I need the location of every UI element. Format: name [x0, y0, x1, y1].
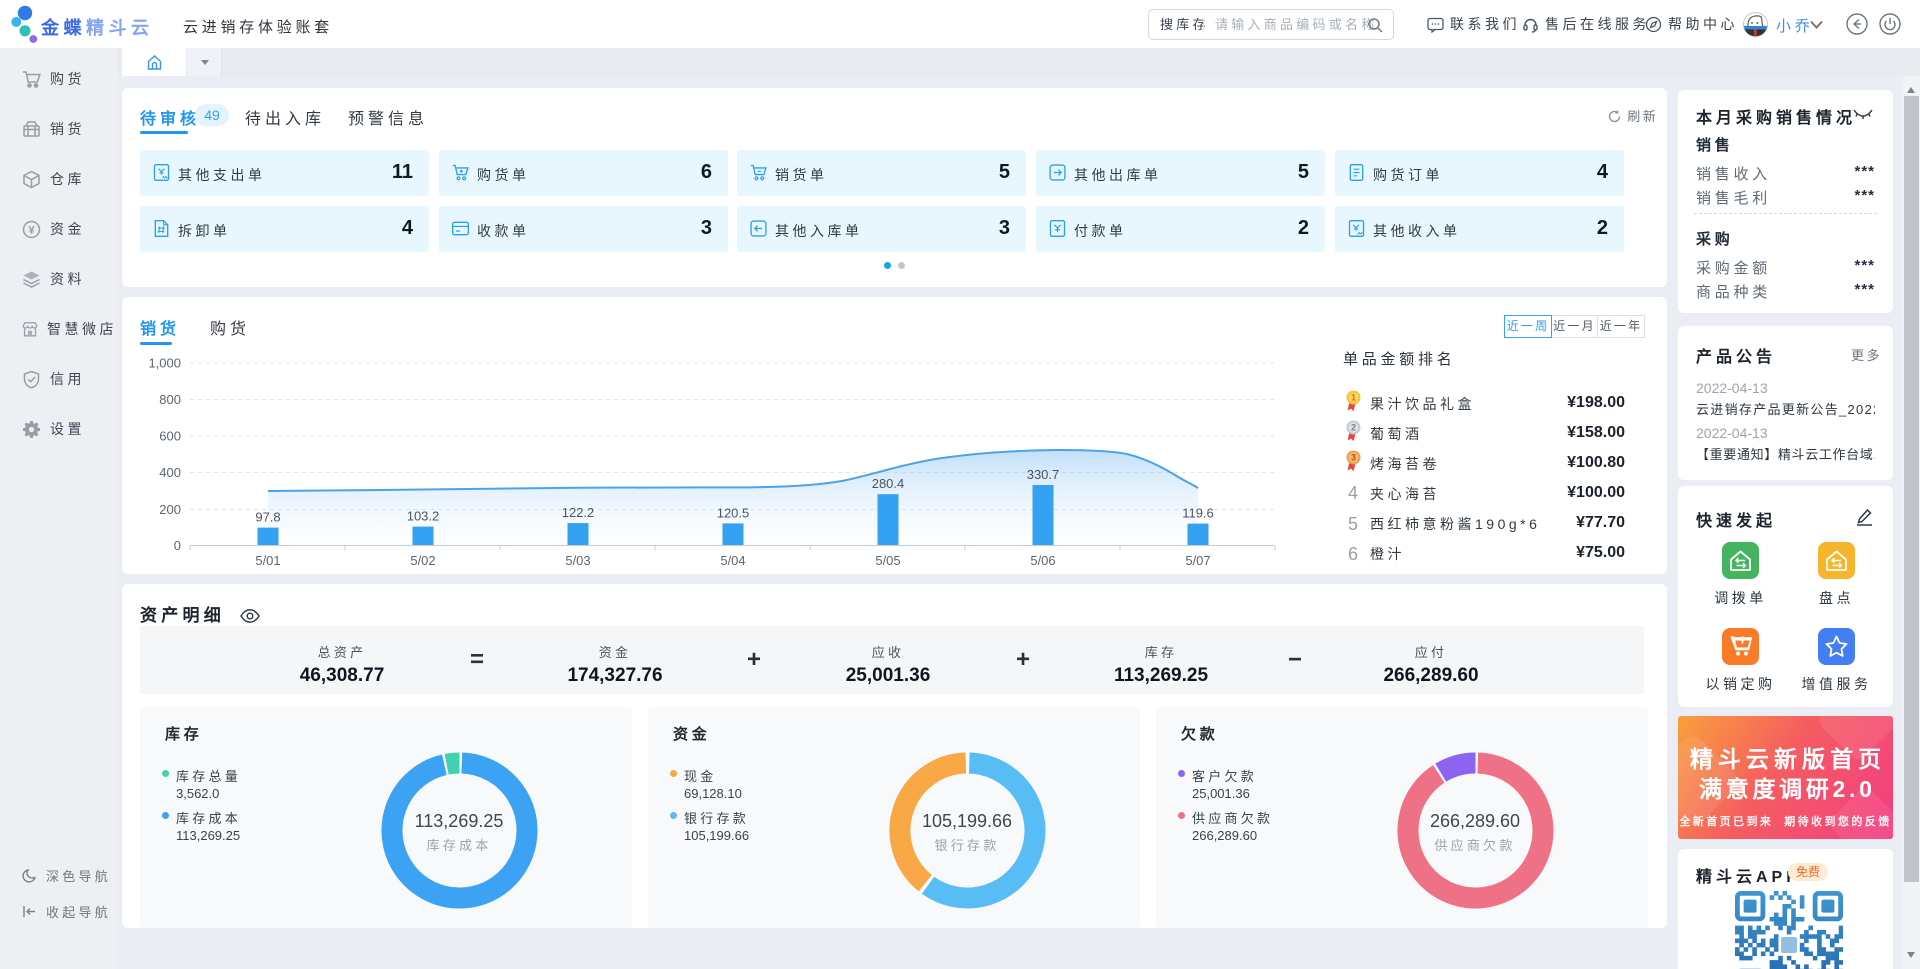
svg-text:119.6: 119.6: [1182, 506, 1214, 521]
svg-text:5/02: 5/02: [410, 553, 435, 568]
svg-text:122.2: 122.2: [562, 505, 595, 520]
svg-text:1: 1: [1351, 393, 1356, 403]
svg-text:120.5: 120.5: [717, 505, 750, 520]
svg-text:5/01: 5/01: [255, 553, 280, 568]
svg-text:5/06: 5/06: [1030, 553, 1055, 568]
svg-text:5/07: 5/07: [1185, 553, 1210, 568]
svg-text:103.2: 103.2: [407, 509, 440, 524]
svg-text:800: 800: [159, 392, 181, 407]
svg-text:200: 200: [159, 502, 181, 517]
svg-text:2: 2: [1351, 423, 1356, 433]
svg-text:3: 3: [1351, 453, 1356, 463]
svg-text:5/03: 5/03: [565, 553, 590, 568]
svg-text:1,000: 1,000: [148, 356, 181, 371]
svg-text:5/04: 5/04: [720, 553, 745, 568]
svg-text:0: 0: [174, 538, 181, 553]
svg-text:97.8: 97.8: [255, 510, 280, 525]
svg-text:¥: ¥: [28, 224, 35, 236]
svg-text:600: 600: [159, 429, 181, 444]
svg-text:330.7: 330.7: [1027, 467, 1060, 482]
svg-text:400: 400: [159, 465, 181, 480]
svg-text:5/05: 5/05: [875, 553, 900, 568]
svg-text:280.4: 280.4: [872, 476, 905, 491]
